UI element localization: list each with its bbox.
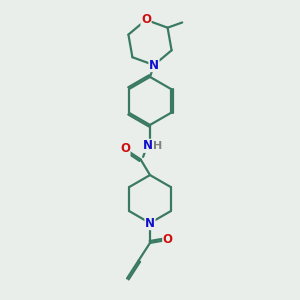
- Text: O: O: [120, 142, 130, 155]
- Text: H: H: [153, 141, 162, 151]
- Text: N: N: [149, 58, 159, 72]
- Text: N: N: [143, 139, 153, 152]
- Text: N: N: [145, 217, 155, 230]
- Text: O: O: [141, 13, 151, 26]
- Text: O: O: [163, 233, 173, 246]
